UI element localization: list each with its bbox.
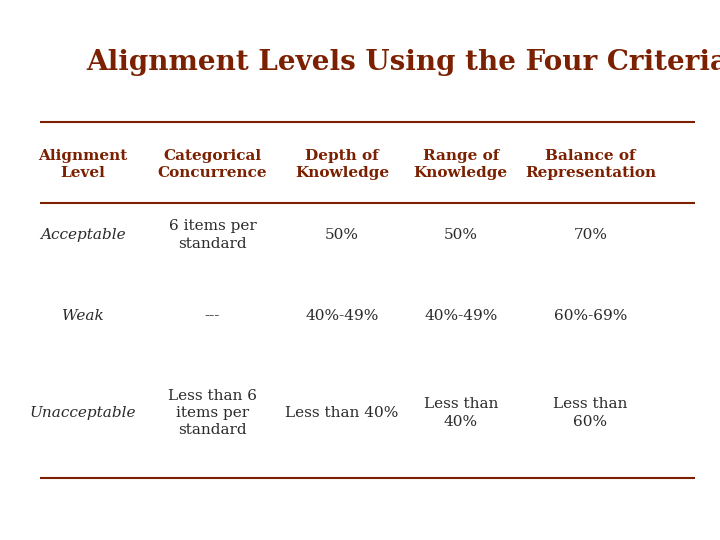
Text: Range of
Knowledge: Range of Knowledge (414, 149, 508, 180)
Text: 40%-49%: 40%-49% (424, 309, 498, 323)
Text: Less than 40%: Less than 40% (285, 406, 399, 420)
Text: Unacceptable: Unacceptable (30, 406, 136, 420)
Text: Alignment Levels Using the Four Criteria: Alignment Levels Using the Four Criteria (86, 49, 720, 76)
Text: Less than
40%: Less than 40% (423, 397, 498, 429)
Text: 60%-69%: 60%-69% (554, 309, 627, 323)
Text: 6 items per
standard: 6 items per standard (168, 219, 256, 251)
Text: 40%-49%: 40%-49% (305, 309, 379, 323)
Text: 50%: 50% (444, 228, 478, 242)
Text: Depth of
Knowledge: Depth of Knowledge (295, 149, 389, 180)
Text: 50%: 50% (325, 228, 359, 242)
Text: Less than
60%: Less than 60% (553, 397, 628, 429)
Text: 70%: 70% (573, 228, 608, 242)
Text: Weak: Weak (62, 309, 104, 323)
Text: Acceptable: Acceptable (40, 228, 125, 242)
Text: Categorical
Concurrence: Categorical Concurrence (158, 149, 267, 180)
Text: ---: --- (204, 309, 220, 323)
Text: Alignment
Level: Alignment Level (38, 149, 127, 180)
Text: Balance of
Representation: Balance of Representation (525, 149, 656, 180)
Text: Less than 6
items per
standard: Less than 6 items per standard (168, 389, 257, 437)
